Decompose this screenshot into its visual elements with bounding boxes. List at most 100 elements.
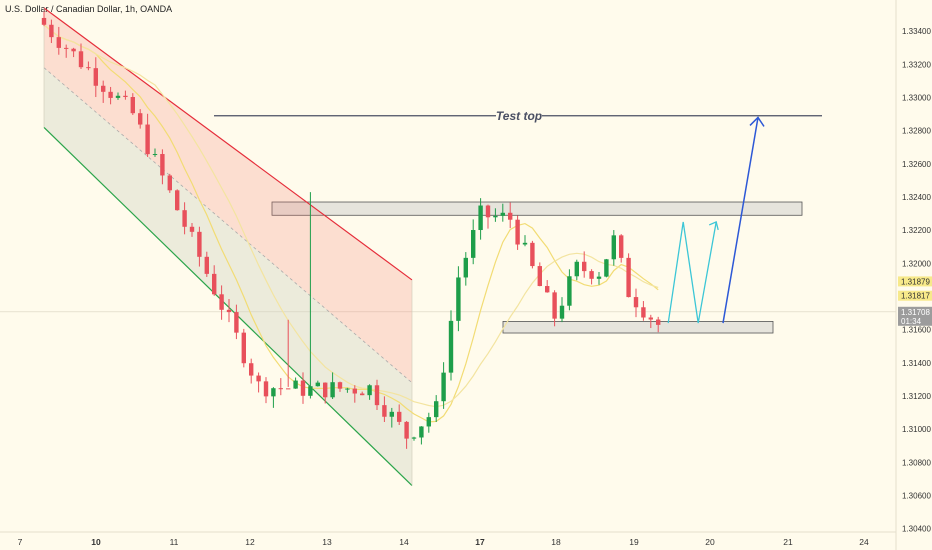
candle[interactable] bbox=[619, 234, 624, 263]
candle[interactable] bbox=[596, 271, 602, 285]
candles-layer bbox=[41, 11, 661, 449]
support-zone[interactable] bbox=[502, 321, 774, 334]
candle[interactable] bbox=[345, 387, 350, 393]
candle[interactable] bbox=[389, 407, 394, 428]
candle[interactable] bbox=[64, 44, 69, 58]
candle[interactable] bbox=[308, 192, 313, 399]
y-tick-label: 1.33000 bbox=[902, 94, 931, 103]
candle[interactable] bbox=[71, 47, 76, 58]
candle[interactable] bbox=[441, 362, 446, 409]
candle[interactable] bbox=[263, 377, 269, 404]
candle[interactable] bbox=[197, 226, 202, 267]
candle[interactable] bbox=[101, 80, 106, 103]
candle[interactable] bbox=[182, 202, 187, 235]
candle[interactable] bbox=[219, 285, 224, 320]
candle[interactable] bbox=[300, 372, 306, 404]
candle-body bbox=[108, 91, 113, 98]
candle[interactable] bbox=[589, 269, 594, 285]
candle[interactable] bbox=[234, 304, 239, 340]
candle[interactable] bbox=[567, 269, 572, 311]
candle[interactable] bbox=[382, 396, 387, 422]
candle-body bbox=[633, 297, 639, 308]
candle[interactable] bbox=[175, 189, 180, 211]
candle[interactable] bbox=[545, 280, 550, 293]
candle[interactable] bbox=[574, 259, 579, 281]
candle-body bbox=[522, 242, 528, 245]
candle[interactable] bbox=[633, 288, 639, 318]
candle[interactable] bbox=[367, 384, 372, 400]
candle-body bbox=[323, 382, 328, 398]
candle-body bbox=[241, 332, 246, 364]
candle[interactable] bbox=[145, 113, 150, 157]
candle[interactable] bbox=[352, 385, 357, 403]
candle[interactable] bbox=[152, 148, 158, 157]
candle[interactable] bbox=[330, 372, 335, 399]
candle[interactable] bbox=[471, 219, 476, 265]
candle[interactable] bbox=[56, 26, 61, 55]
candle[interactable] bbox=[189, 223, 195, 237]
candle[interactable] bbox=[249, 358, 254, 384]
candle[interactable] bbox=[271, 387, 276, 408]
candle[interactable] bbox=[463, 252, 468, 286]
candle[interactable] bbox=[411, 436, 417, 441]
candle[interactable] bbox=[537, 262, 542, 287]
candle[interactable] bbox=[130, 93, 135, 115]
candle[interactable] bbox=[374, 379, 380, 410]
price-label-bg bbox=[898, 306, 932, 317]
candle[interactable] bbox=[138, 109, 143, 129]
candle[interactable] bbox=[293, 377, 298, 389]
candle[interactable] bbox=[93, 57, 98, 98]
candle[interactable] bbox=[448, 310, 454, 381]
candle[interactable] bbox=[241, 328, 246, 368]
candle[interactable] bbox=[656, 316, 661, 333]
candle[interactable] bbox=[611, 230, 616, 266]
candle[interactable] bbox=[323, 382, 328, 404]
candle[interactable] bbox=[582, 251, 587, 278]
candle[interactable] bbox=[86, 61, 91, 71]
candle[interactable] bbox=[434, 395, 439, 423]
candle[interactable] bbox=[478, 198, 483, 240]
candle[interactable] bbox=[123, 90, 128, 100]
candle[interactable] bbox=[115, 92, 121, 100]
candle[interactable] bbox=[493, 208, 498, 222]
candle[interactable] bbox=[41, 11, 47, 27]
candle[interactable] bbox=[167, 173, 172, 193]
candle[interactable] bbox=[648, 314, 653, 329]
candle[interactable] bbox=[626, 253, 631, 298]
candle[interactable] bbox=[641, 301, 646, 321]
candle[interactable] bbox=[226, 299, 232, 323]
candle[interactable] bbox=[530, 240, 535, 269]
candle[interactable] bbox=[404, 420, 409, 449]
candle[interactable] bbox=[78, 43, 84, 69]
candle[interactable] bbox=[552, 290, 557, 327]
candle[interactable] bbox=[278, 378, 283, 396]
candle[interactable] bbox=[515, 215, 520, 250]
candle-body bbox=[515, 219, 520, 245]
y-tick-label: 1.30800 bbox=[902, 458, 931, 467]
candle[interactable] bbox=[604, 258, 609, 278]
candle[interactable] bbox=[419, 426, 424, 445]
candle[interactable] bbox=[522, 235, 528, 247]
candle[interactable] bbox=[426, 412, 431, 433]
candle[interactable] bbox=[160, 149, 165, 185]
candle[interactable] bbox=[49, 19, 54, 44]
candle[interactable] bbox=[500, 203, 505, 222]
candle[interactable] bbox=[256, 372, 261, 393]
candle[interactable] bbox=[286, 319, 291, 390]
candle[interactable] bbox=[508, 202, 513, 229]
candle[interactable] bbox=[485, 204, 491, 229]
candle[interactable] bbox=[212, 265, 217, 296]
candle[interactable] bbox=[315, 380, 320, 387]
candle[interactable] bbox=[204, 251, 209, 277]
candle[interactable] bbox=[360, 391, 365, 396]
ma-fast-line bbox=[43, 24, 659, 423]
x-tick-label: 17 bbox=[475, 537, 485, 547]
candle[interactable] bbox=[397, 404, 402, 425]
resistance-zone[interactable] bbox=[271, 201, 803, 216]
candle[interactable] bbox=[108, 86, 113, 105]
candle[interactable] bbox=[337, 381, 343, 392]
candle[interactable] bbox=[559, 297, 565, 323]
candle[interactable] bbox=[456, 266, 461, 332]
